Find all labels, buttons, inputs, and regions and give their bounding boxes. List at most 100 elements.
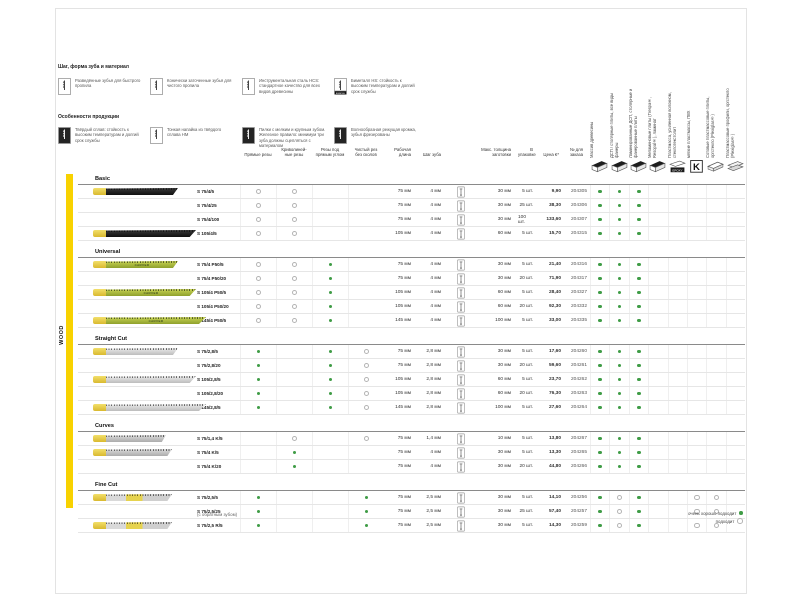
cut-suitability-cell <box>240 185 276 198</box>
pack-quantity: 5 шт. <box>522 189 533 194</box>
cut-suitability-cell <box>276 199 312 212</box>
order-number: 204332 <box>570 304 587 309</box>
rating-dot-filled <box>598 363 602 368</box>
product-row: S 105/4 P50/20 105 мм 4 мм 60 мм 20 шт. 92,30… <box>78 300 745 314</box>
material-suitability-cell <box>686 519 706 532</box>
rating-dot-outline <box>291 188 298 195</box>
rating-dot-filled <box>328 363 333 368</box>
section-title: Fine Cut <box>78 480 745 491</box>
cut-suitability-cell <box>240 359 276 372</box>
material-suitability-cell <box>628 185 648 198</box>
hm-tip-blade-icon <box>150 127 163 144</box>
material-suitability-cell <box>706 505 725 518</box>
working-length: 105 мм <box>395 377 411 382</box>
rating-dot-filled <box>598 203 602 208</box>
cut-suitability-cell <box>276 345 312 358</box>
cut-suitability-cell <box>276 359 312 372</box>
material-suitability-cell <box>725 460 745 473</box>
working-length: 105 мм <box>395 304 411 309</box>
product-code: S 75/4/25 <box>197 203 217 208</box>
tooth-pitch: 4 мм <box>430 464 441 469</box>
t-shank-icon <box>457 186 465 198</box>
rating-dot-filled <box>637 509 641 514</box>
soft-plastic-pvc-icon: K <box>688 160 705 173</box>
rating-dot-outline <box>363 362 370 369</box>
blade-photo <box>93 188 178 195</box>
cut-suitability-cell <box>276 432 312 445</box>
cut-suitability-cell <box>348 446 384 459</box>
rating-dot-filled <box>598 509 602 514</box>
material-suitability-cell <box>706 446 725 459</box>
rating-dot-filled <box>328 276 333 281</box>
rating-dot-outline <box>291 261 298 268</box>
product-code: S 75/4/5 <box>197 189 215 194</box>
rating-dot-filled <box>328 349 333 354</box>
solid-wood-board-icon <box>591 160 608 173</box>
pack-quantity: 20 шт. <box>519 464 533 469</box>
legend-item: BIMETAL Биметалл HS: стойкость к высоким … <box>334 78 426 95</box>
column-header <box>726 158 745 160</box>
rating-dot-outline <box>694 522 700 529</box>
order-number: 204316 <box>570 262 587 267</box>
price: 14,10 <box>548 495 561 500</box>
material-suitability-cell <box>686 300 706 313</box>
shank-cell <box>448 258 474 271</box>
material-suitability-cell <box>609 446 628 459</box>
material-suitability-cell <box>686 185 706 198</box>
cut-suitability-cell <box>348 387 384 400</box>
material-suitability-cell <box>628 213 648 226</box>
material-column: Меламиновые плиты (Trespa®, Resopal®), л… <box>648 82 667 173</box>
rating-dot-filled <box>256 509 261 514</box>
rating-dot-filled <box>637 276 641 281</box>
legend-item: Инструментальная сталь HCS: стандартное … <box>242 78 334 95</box>
legend-item: Пилки с мелким и крупным зубом. Железное… <box>242 127 334 149</box>
column-header: Рабочая длина <box>394 147 411 157</box>
working-length: 75 мм <box>397 523 411 528</box>
product-row: S 75/2,5/25 75 мм 2,5 мм 30 мм 25 шт. 57,40 20… <box>78 505 745 519</box>
order-number: 204265 <box>570 450 587 455</box>
material-suitability-cell <box>609 199 628 212</box>
price: 15,70 <box>548 231 561 236</box>
rating-dot-outline <box>291 317 298 324</box>
order-number: 204259 <box>570 523 587 528</box>
material-suitability-cell <box>590 272 609 285</box>
product-code: S 75/4 K/20 <box>197 464 222 469</box>
rating-dot-outline <box>291 216 298 223</box>
rating-dot-outline <box>291 435 298 442</box>
tooth-pitch: 4 мм <box>430 276 441 281</box>
product-code: S 75/4/100 <box>197 217 220 222</box>
price: 9,90 <box>551 189 561 194</box>
material-suitability-cell <box>648 519 667 532</box>
blade-image-cell <box>78 227 197 240</box>
shank-cell <box>448 345 474 358</box>
material-suitability-cell <box>590 387 609 400</box>
legend-item: Тонкая напайка из твёрдого сплава HM <box>150 127 242 149</box>
material-column: ДСП / столярные плиты, все виды фанеры <box>609 82 628 173</box>
max-thickness: 30 мм <box>497 509 511 514</box>
rating-dot-outline <box>616 494 623 501</box>
shank-cell <box>448 432 474 445</box>
pack-quantity: 5 шт. <box>522 318 533 323</box>
cut-suitability-cell <box>348 491 384 504</box>
shank-cell <box>448 185 474 198</box>
material-suitability-cell <box>706 373 725 386</box>
material-suitability-cell <box>648 373 667 386</box>
rating-dot-outline <box>363 390 370 397</box>
material-suitability-cell <box>648 359 667 372</box>
material-suitability-cell <box>667 345 687 358</box>
rating-dot-filled <box>598 523 602 528</box>
material-label: Ламинированные ДСП, столярные и фанерова… <box>628 88 638 158</box>
max-thickness: 30 мм <box>497 349 511 354</box>
rating-dot-outline <box>291 275 298 282</box>
material-suitability-cell <box>706 432 725 445</box>
column-header: Криволиней- ные резы <box>281 147 307 157</box>
rating-dot-outline <box>291 230 298 237</box>
material-suitability-cell <box>667 519 687 532</box>
material-suitability-cell <box>725 401 745 414</box>
cut-suitability-cell <box>240 227 276 240</box>
hcs-steel-blade-icon <box>242 78 255 95</box>
material-suitability-cell <box>609 345 628 358</box>
rating-dot-filled <box>637 304 641 309</box>
cut-suitability-cell <box>312 446 348 459</box>
cut-suitability-cell <box>276 373 312 386</box>
